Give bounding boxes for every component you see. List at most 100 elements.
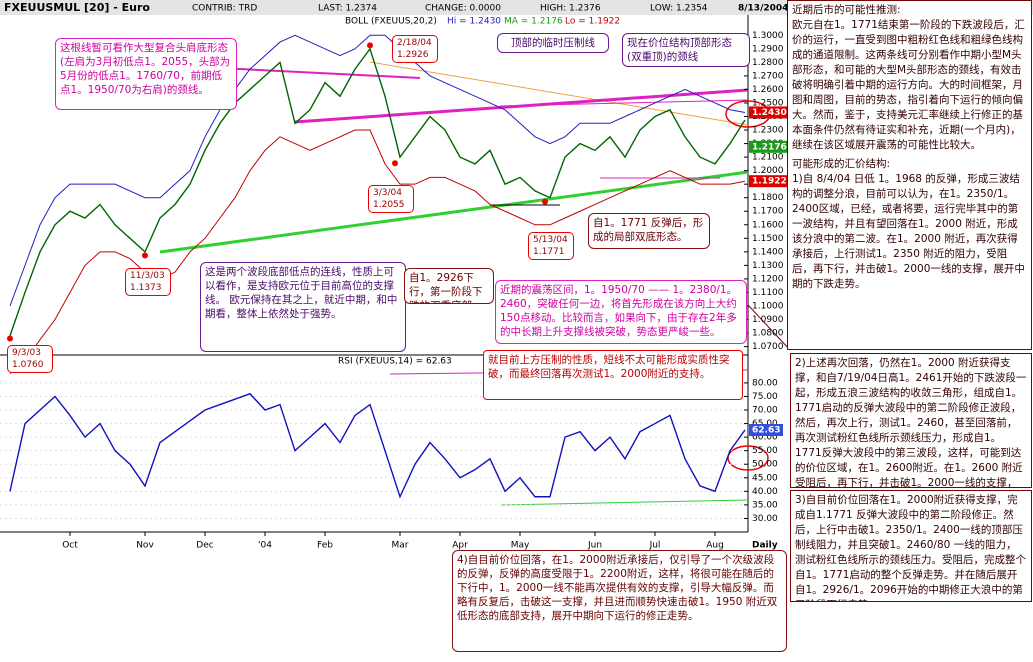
x-tick-label: Feb [317, 541, 333, 551]
x-tick-label: Mar [392, 541, 409, 551]
period-label: Daily [752, 541, 778, 551]
point-marker [542, 198, 548, 205]
annotation: 自1。1771 反弹后，形成的局部双底形态。 [588, 213, 710, 249]
point-value: 1.1373 [130, 283, 162, 293]
series-line [9, 392, 746, 499]
indicator-hi: Hi = 1.2430 [447, 17, 501, 27]
annotation: 自1。2926下行，第一阶段下跌的双重底部 [404, 268, 494, 304]
y-tick-label: 45.00 [752, 473, 778, 483]
header-field: CONTRIB: TRD [192, 4, 257, 14]
trend-line [369, 61, 749, 126]
rsi-trend-line [499, 499, 749, 506]
analysis-item: 2)上述再次回落，仍然在1。2000 附近获得支撑，和自7/19/04日高1。2… [795, 357, 1027, 488]
header-bar [0, 0, 1033, 15]
point-value: 1.1771 [533, 247, 565, 257]
annotation: 就目前上方压制的性质，短线不太可能形成实质性突破，而最终回落再次测试1。2000… [483, 350, 743, 400]
x-tick-label: Dec [196, 541, 213, 551]
point-date: 5/13/04 [533, 235, 568, 245]
point-date: 11/3/03 [130, 271, 165, 281]
header-field: LOW: 1.2354 [650, 4, 708, 14]
header-field: CHANGE: 0.0000 [425, 4, 501, 14]
point-label: 5/13/04 1.1771 [528, 232, 574, 260]
y-tick-label: 1.2700 [752, 71, 784, 81]
y-tick-label: 1.2900 [752, 44, 784, 54]
price-badge [749, 106, 789, 119]
rsi-badge [749, 423, 783, 436]
point-marker [7, 335, 13, 342]
neckline [294, 88, 749, 124]
analysis-panel: 2)上述再次回落，仍然在1。2000 附近获得支撑，和自7/19/04日高1。2… [790, 353, 1032, 488]
analysis-heading: 近期后市的可能性推测: [792, 4, 901, 16]
annotation: 顶部的临时压制线 [497, 33, 609, 53]
trend-line [499, 99, 749, 107]
support-line [159, 170, 749, 254]
point-marker [392, 160, 398, 167]
y-tick-label: 1.2100 [752, 153, 784, 163]
y-tick-label: 55.00 [752, 446, 778, 456]
y-tick-label: 1.0700 [752, 342, 784, 352]
y-tick-label: 1.1100 [752, 288, 784, 298]
indicator-ma: MA = 1.2176 [504, 17, 563, 27]
point-date: 9/3/03 [12, 348, 41, 358]
y-tick-label: 1.1800 [752, 193, 784, 203]
y-tick-label: 1.2000 [752, 166, 784, 176]
annotation: 现在价位结构顶部形态(双重顶)的颈线 [622, 33, 750, 67]
point-label: 9/3/03 1.0760 [7, 345, 53, 373]
rsi-title: RSI (FXEUUS,14) = 62.63 [338, 357, 452, 367]
y-tick-label: 1.1700 [752, 207, 784, 217]
y-tick-label: 80.00 [752, 378, 778, 388]
point-date: 2/18/04 [397, 38, 432, 48]
x-tick-label: Aug [706, 541, 724, 551]
chart-title: FXEUUSMUL [20] - Euro [4, 1, 150, 14]
price-badge-label: 1.1922 [752, 177, 787, 187]
x-tick-label: Jul [649, 541, 661, 551]
y-tick-label: 1.1500 [752, 234, 784, 244]
point-date: 3/3/04 [373, 188, 402, 198]
y-tick-label: 60.00 [752, 433, 778, 443]
x-tick-label: Nov [136, 541, 154, 551]
y-tick-label: 1.2500 [752, 98, 784, 108]
annotation: 4)自目前价位回落，在1。2000附近承接后，仅引导了一个次级波段的反弹，反弹的… [452, 550, 787, 652]
header-field: HIGH: 1.2376 [540, 4, 601, 14]
callout-line [747, 304, 791, 351]
series-line [9, 129, 746, 375]
analysis-panel: 近期后市的可能性推测: 欧元自在1。1771结束第一阶段的下跌波段后，汇价的运行… [787, 0, 1032, 350]
point-value: 1.2055 [373, 200, 405, 210]
x-tick-label: May [511, 541, 530, 551]
rsi-badge-label: 62.63 [752, 425, 780, 435]
header-field: LAST: 1.2374 [318, 4, 377, 14]
indicator-name: BOLL (FXEUUS,20,2) [345, 17, 437, 27]
x-tick-label: Apr [452, 541, 468, 551]
y-tick-label: 1.1400 [752, 247, 784, 257]
x-tick-label: '04 [258, 541, 272, 551]
point-label: 2/18/04 1.2926 [392, 35, 438, 63]
y-tick-label: 1.0900 [752, 315, 784, 325]
y-tick-label: 1.1000 [752, 301, 784, 311]
y-tick-label: 1.1600 [752, 220, 784, 230]
y-tick-label: 1.1200 [752, 274, 784, 284]
point-value: 1.0760 [12, 360, 44, 370]
analysis-item: 3)自目前价位回落在1。2000附近获得支撑，完成自1.1771 反弹大波段中的… [795, 494, 1026, 601]
y-tick-label: 35.00 [752, 500, 778, 510]
annotation: 这是两个波段底部低点的连线，性质上可以看作，是支持欧元位于目前高位的支撑线。 欧… [200, 262, 406, 352]
y-tick-label: 1.2300 [752, 126, 784, 136]
price-badge-label: 1.2176 [752, 142, 787, 152]
analysis-subheading: 可能形成的汇价结构: [792, 158, 891, 170]
analysis-item: 1)自 8/4/04 日低 1。1968 的反弹，形成三波结构的调整分浪，目前可… [792, 173, 1025, 290]
y-tick-label: 40.00 [752, 487, 778, 497]
y-tick-label: 1.2600 [752, 85, 784, 95]
point-label: 3/3/04 1.2055 [368, 185, 414, 213]
series-line [9, 34, 746, 307]
y-tick-label: 1.2800 [752, 58, 784, 68]
y-tick-label: 30.00 [752, 514, 778, 524]
point-marker [142, 252, 148, 259]
y-tick-label: 50.00 [752, 460, 778, 470]
header-date: 8/13/2004 [738, 4, 788, 14]
analysis-panel: 3)自目前价位回落在1。2000附近获得支撑，完成自1.1771 反弹大波段中的… [790, 490, 1032, 602]
y-tick-label: 1.0800 [752, 329, 784, 339]
indicator-lo: Lo = 1.1922 [565, 17, 620, 27]
price-badge-label: 1.2430 [752, 108, 787, 118]
y-tick-label: 75.00 [752, 392, 778, 402]
